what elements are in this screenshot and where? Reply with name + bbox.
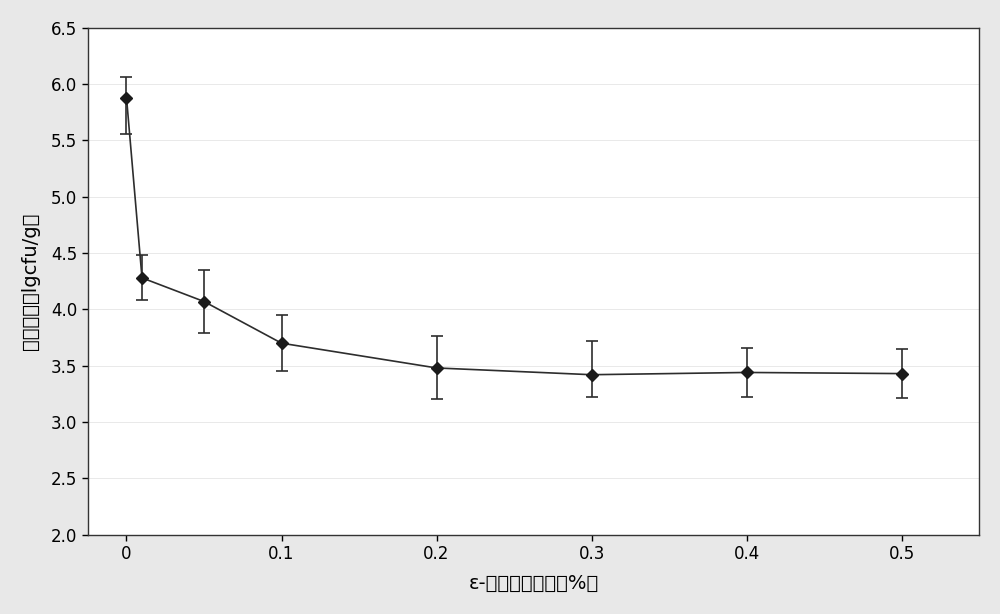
X-axis label: ε-聚赖氨酸浓度（%）: ε-聚赖氨酸浓度（%）	[468, 574, 599, 593]
Y-axis label: 菌落总数（lgcfu/g）: 菌落总数（lgcfu/g）	[21, 212, 40, 350]
